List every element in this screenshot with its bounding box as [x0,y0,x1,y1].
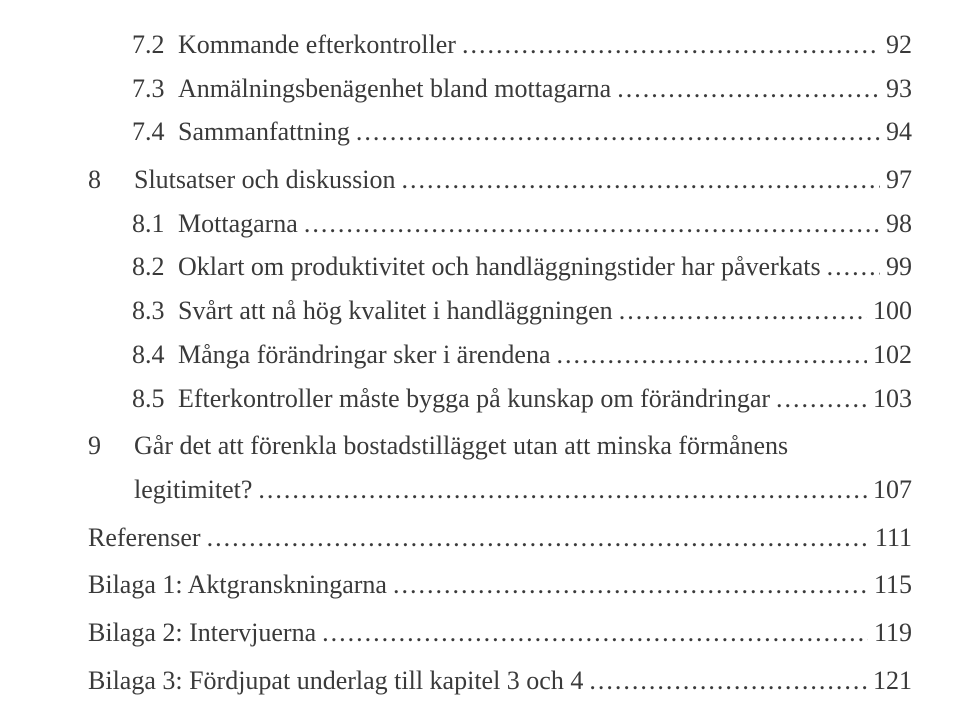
entry-title: Efterkontroller måste bygga på kunskap o… [178,380,770,418]
entry-title: Många förändringar sker i ärendena [178,336,551,374]
entry-page: 103 [873,380,912,418]
toc-entry: Bilaga 1: Aktgranskningarna ............… [88,566,912,604]
dot-leaders: ........................................… [589,662,867,700]
dot-leaders: ........................................… [401,161,880,199]
entry-title-line2: legitimitet? [134,471,252,509]
entry-title: Går det att förenkla bostadstillägget ut… [134,427,788,465]
entry-number: 8.2 [132,248,172,286]
entry-page: 121 [873,662,912,700]
entry-number: 8.1 [132,205,172,243]
entry-number: 8.3 [132,292,172,330]
dot-leaders: ........................................… [619,292,867,330]
toc-entry-continuation: legitimitet? ...........................… [88,471,912,509]
toc-entry: 8.3 Svårt att nå hög kvalitet i handlägg… [88,292,912,330]
entry-number: 8.4 [132,336,172,374]
toc-entry: 7.2 Kommande efterkontroller ...........… [88,26,912,64]
entry-page: 99 [886,248,912,286]
entry-number: 7.4 [132,113,172,151]
dot-leaders: ........................................… [258,471,867,509]
dot-leaders: ........................................… [322,614,868,652]
toc-entry: 7.4 Sammanfattning .....................… [88,113,912,151]
toc-page: 7.2 Kommande efterkontroller ...........… [0,0,960,708]
dot-leaders: ........................................… [207,519,869,557]
entry-number: 7.2 [132,26,172,64]
entry-number: 7.3 [132,70,172,108]
entry-title: Bilaga 3: Fördjupat underlag till kapite… [88,662,583,700]
toc-entry: Bilaga 2: Intervjuerna .................… [88,614,912,652]
entry-number: 8 [88,161,128,199]
dot-leaders: ........................................… [462,26,880,64]
entry-page: 92 [886,26,912,64]
dot-leaders: ........................................… [776,380,867,418]
entry-title: Bilaga 2: Intervjuerna [88,614,316,652]
dot-leaders: ........................................… [827,248,880,286]
entry-title: Bilaga 1: Aktgranskningarna [88,566,387,604]
entry-page: 94 [886,113,912,151]
entry-number: 8.5 [132,380,172,418]
toc-entry: 8 Slutsatser och diskussion ............… [88,161,912,199]
dot-leaders: ........................................… [557,336,868,374]
entry-title: Slutsatser och diskussion [134,161,395,199]
toc-entry: 9 Går det att förenkla bostadstillägget … [88,427,912,465]
dot-leaders: ........................................… [617,70,880,108]
toc-entry: Bilaga 3: Fördjupat underlag till kapite… [88,662,912,700]
toc-entry: 8.5 Efterkontroller måste bygga på kunsk… [88,380,912,418]
entry-number: 9 [88,427,128,465]
entry-page: 100 [873,292,912,330]
toc-entry: 8.4 Många förändringar sker i ärendena .… [88,336,912,374]
entry-title: Sammanfattning [178,113,350,151]
entry-title: Mottagarna [178,205,298,243]
entry-title: Kommande efterkontroller [178,26,456,64]
entry-page: 97 [886,161,912,199]
entry-page: 107 [873,471,912,509]
entry-page: 93 [886,70,912,108]
entry-title: Svårt att nå hög kvalitet i handläggning… [178,292,613,330]
dot-leaders: ........................................… [304,205,880,243]
entry-page: 98 [886,205,912,243]
toc-entry: Referenser .............................… [88,519,912,557]
dot-leaders: ........................................… [356,113,880,151]
toc-entry: 7.3 Anmälningsbenägenhet bland mottagarn… [88,70,912,108]
entry-title: Anmälningsbenägenhet bland mottagarna [178,70,611,108]
toc-entry: 8.1 Mottagarna .........................… [88,205,912,243]
entry-title: Oklart om produktivitet och handläggning… [178,248,821,286]
entry-page: 111 [875,519,912,557]
dot-leaders: ........................................… [393,566,868,604]
entry-page: 102 [873,336,912,374]
entry-title: Referenser [88,519,201,557]
entry-page: 115 [874,566,912,604]
toc-entry: 8.2 Oklart om produktivitet och handlägg… [88,248,912,286]
entry-page: 119 [874,614,912,652]
